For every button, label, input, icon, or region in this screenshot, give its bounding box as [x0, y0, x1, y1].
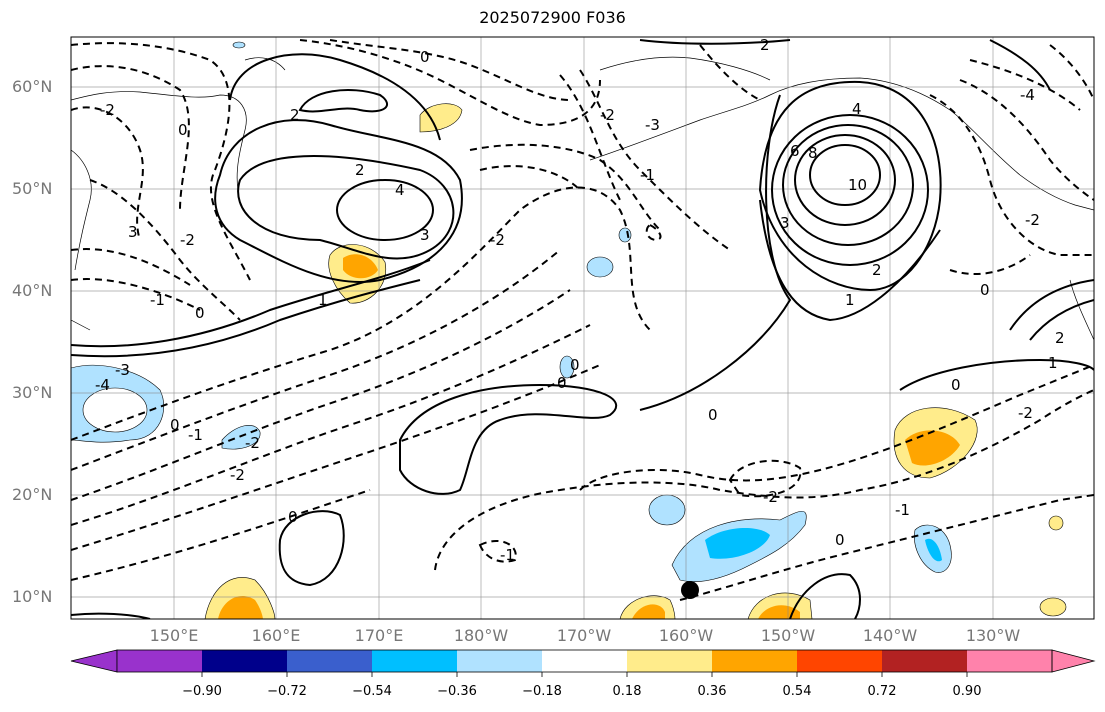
lon-label: 130°W [965, 626, 1021, 645]
positive-contours [71, 39, 1094, 619]
lat-label: 20°N [12, 485, 53, 504]
lon-label: 170°W [556, 626, 612, 645]
colorbar [70, 649, 1096, 677]
colorbar-segment [797, 650, 882, 672]
contour-label: 0 [195, 304, 205, 322]
contour-label: 0 [170, 416, 180, 434]
colorbar-segment [372, 650, 457, 672]
lon-label: 150°W [760, 626, 816, 645]
contour-label: -2 [180, 231, 195, 249]
contour-label: 2 [290, 106, 300, 124]
colorbar-segment [712, 650, 797, 672]
contour-label: 0 [708, 406, 718, 424]
colorbar-segment [202, 650, 287, 672]
contour-label: -2 [230, 466, 245, 484]
colorbar-extend-high [1051, 649, 1096, 673]
contour-label: 2 [355, 161, 365, 179]
contour-label: -4 [95, 376, 110, 394]
contour-label: -2 [1018, 404, 1033, 422]
map-title: 2025072900 F036 [479, 8, 626, 27]
lon-label: 180°W [453, 626, 509, 645]
shaded-anomalies [71, 41, 1067, 619]
contour-label: 0 [178, 121, 188, 139]
colorbar-segment [627, 650, 712, 672]
contour-label: 0 [557, 374, 567, 392]
colorbar-tick-label: −0.54 [352, 684, 392, 699]
colorbar-tick-label: 0.18 [612, 684, 642, 699]
contour-label: 10 [848, 176, 867, 194]
contour-label: 2 [1055, 329, 1065, 347]
lon-label: 160°W [658, 626, 714, 645]
contour-label: 0 [570, 356, 580, 374]
contour-label: -1 [895, 501, 910, 519]
contour-label: -2 [1025, 211, 1040, 229]
contour-labels: 0 2 2 4 3 1 0 -1 3 -3 -4 0 0 -2 0 0 0 -2… [95, 36, 1065, 564]
contour-label: -1 [500, 546, 515, 564]
contour-label: 3 [780, 214, 790, 232]
colorbar-segment [542, 650, 627, 672]
colorbar-segment [882, 650, 967, 672]
contour-label: -3 [115, 361, 130, 379]
contour-label: -2 [245, 434, 260, 452]
lat-label: 10°N [12, 587, 53, 606]
contour-label: 2 [872, 261, 882, 279]
contour-label: -3 [645, 116, 660, 134]
contour-label: -2 [600, 106, 615, 124]
colorbar-segment [287, 650, 372, 672]
lat-label: 30°N [12, 383, 53, 402]
colorbar-tick-label: 0.90 [952, 684, 982, 699]
lat-label: 40°N [12, 281, 53, 300]
colorbar-tick-label: −0.18 [522, 684, 562, 699]
lon-label: 170°E [354, 626, 404, 645]
contour-label: -2 [100, 101, 115, 119]
colorbar-tick-label: 0.72 [867, 684, 897, 699]
lat-label: 60°N [12, 77, 53, 96]
contour-label: 0 [835, 531, 845, 549]
contour-label: 1 [1048, 354, 1058, 372]
colorbar-tick-label: −0.72 [267, 684, 307, 699]
contour-label: 4 [852, 100, 862, 118]
colorbar-tick-label: −0.90 [182, 684, 222, 699]
coastlines [71, 56, 1094, 341]
contour-label: 8 [808, 144, 818, 162]
contour-label: -1 [188, 426, 203, 444]
contour-label: -2 [763, 488, 778, 506]
contour-label: 0 [980, 281, 990, 299]
lon-label: 160°E [251, 626, 301, 645]
colorbar-tick-label: 0.36 [697, 684, 727, 699]
contour-label: 4 [395, 181, 405, 199]
negative-contours [71, 39, 1094, 601]
lon-label: 150°E [149, 626, 199, 645]
contour-label: -2 [490, 231, 505, 249]
lat-label: 50°N [12, 179, 53, 198]
contour-label: -1 [150, 291, 165, 309]
colorbar-segment [457, 650, 542, 672]
colorbar-segment [967, 650, 1052, 672]
contour-label: 3 [128, 223, 138, 241]
colorbar-extend-low [70, 649, 118, 673]
contour-label: 0 [420, 48, 430, 66]
contour-label: 2 [760, 36, 770, 54]
contour-label: 6 [790, 142, 800, 160]
colorbar-tick-label: −0.36 [437, 684, 477, 699]
contour-label: 0 [288, 508, 298, 526]
location-marker [681, 581, 699, 599]
lon-label: 140°W [862, 626, 918, 645]
contour-label: -4 [1020, 86, 1035, 104]
graticule [71, 37, 1094, 619]
colorbar-tick-label: 0.54 [782, 684, 812, 699]
contour-label: 1 [318, 291, 328, 309]
contour-label: -1 [640, 166, 655, 184]
contour-label: 0 [951, 376, 961, 394]
colorbar-segment [117, 650, 202, 672]
map-frame [70, 36, 1095, 620]
contour-label: 3 [420, 226, 430, 244]
contour-label: 1 [845, 291, 855, 309]
